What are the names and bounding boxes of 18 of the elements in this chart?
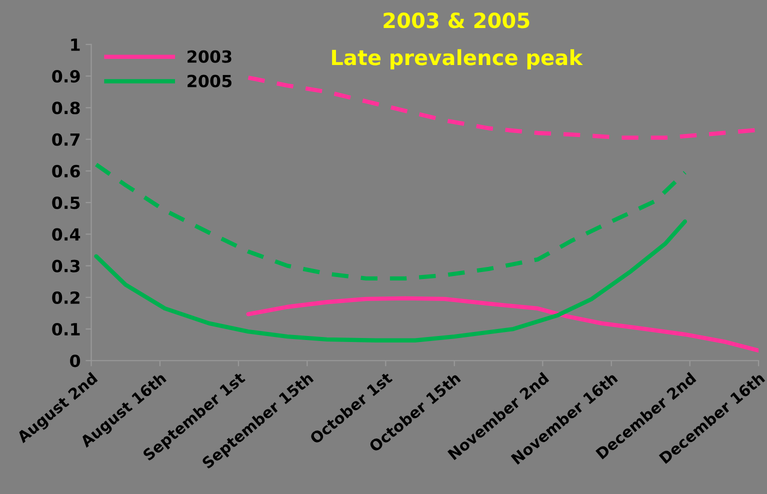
- line-series: [94, 162, 688, 281]
- y-tick-label: 0.8: [52, 102, 80, 114]
- y-tick-label: 0.6: [52, 164, 80, 178]
- y-tick-label: 0: [70, 354, 80, 368]
- y-tick-label: 0.3: [52, 260, 80, 272]
- y-tick-label: 0.7: [52, 133, 80, 146]
- y-tick-label: 1: [71, 38, 80, 51]
- line-series: [94, 219, 688, 342]
- y-tick-label: 0.5: [52, 196, 80, 210]
- y-tick-label: 0.2: [52, 291, 80, 304]
- chart-subtitle: Late prevalence peak: [332, 49, 583, 70]
- y-tick-label: 0.4: [52, 228, 80, 241]
- line-series: [246, 296, 759, 353]
- chart-title: 2003 & 2005: [384, 12, 530, 28]
- legend-label: 2003: [188, 50, 232, 63]
- y-tick-label: 0.9: [52, 70, 80, 83]
- legend-label: 2005: [188, 74, 232, 88]
- y-tick-label: 0.1: [52, 322, 80, 336]
